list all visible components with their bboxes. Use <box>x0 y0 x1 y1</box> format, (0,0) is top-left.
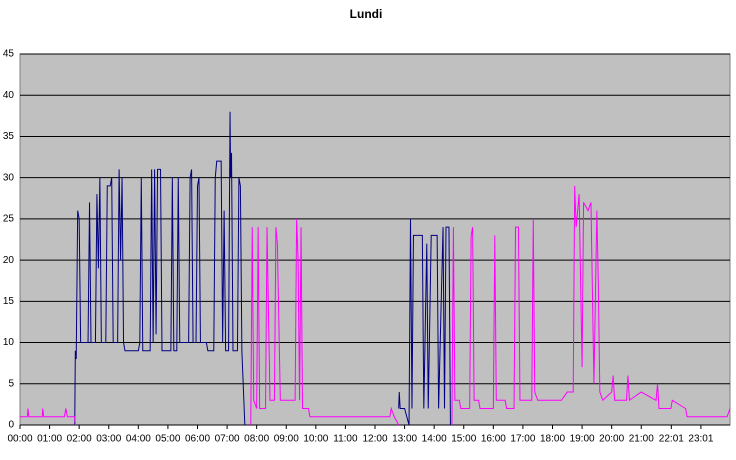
x-tick-label: 20:00 <box>599 434 624 445</box>
x-tick-label: 04:00 <box>126 434 151 445</box>
x-tick-label: 12:00 <box>362 434 387 445</box>
x-tick-label: 11:00 <box>333 434 358 445</box>
x-tick-label: 00:00 <box>7 434 32 445</box>
y-tick-label: 30 <box>3 172 15 183</box>
y-tick-label: 40 <box>3 90 15 101</box>
series-line <box>74 111 451 426</box>
y-tick-label: 45 <box>3 49 15 60</box>
y-tick-label: 25 <box>3 214 15 225</box>
plot-area <box>19 53 731 426</box>
x-tick-label: 03:00 <box>96 434 121 445</box>
x-tick-label: 05:00 <box>155 434 180 445</box>
x-tick-label: 08:00 <box>244 434 269 445</box>
y-tick-label: 0 <box>8 420 14 431</box>
x-tick-label: 19:00 <box>570 434 595 445</box>
x-tick-label: 07:00 <box>215 434 240 445</box>
y-tick-label: 35 <box>3 131 15 142</box>
series-line <box>20 185 731 426</box>
x-tick-label: 02:00 <box>67 434 92 445</box>
x-tick-label: 21:00 <box>629 434 654 445</box>
x-tick-label: 15:00 <box>451 434 476 445</box>
x-tick-label: 13:00 <box>392 434 417 445</box>
y-tick-label: 15 <box>3 296 15 307</box>
x-tick-label: 10:00 <box>303 434 328 445</box>
x-tick-label: 18:00 <box>540 434 565 445</box>
x-tick-label: 23:01 <box>688 434 713 445</box>
x-tick-label: 17:00 <box>510 434 535 445</box>
y-tick-label: 20 <box>3 255 15 266</box>
x-tick-label: 09:00 <box>274 434 299 445</box>
x-tick-label: 01:00 <box>37 434 62 445</box>
y-tick-label: 5 <box>8 378 14 389</box>
x-tick-label: 22:01 <box>659 434 684 445</box>
x-tick-label: 06:00 <box>185 434 210 445</box>
chart-title: Lundi <box>350 7 383 21</box>
x-tick-label: 14:00 <box>422 434 447 445</box>
y-tick-label: 10 <box>3 337 15 348</box>
x-tick-label: 16:00 <box>481 434 506 445</box>
